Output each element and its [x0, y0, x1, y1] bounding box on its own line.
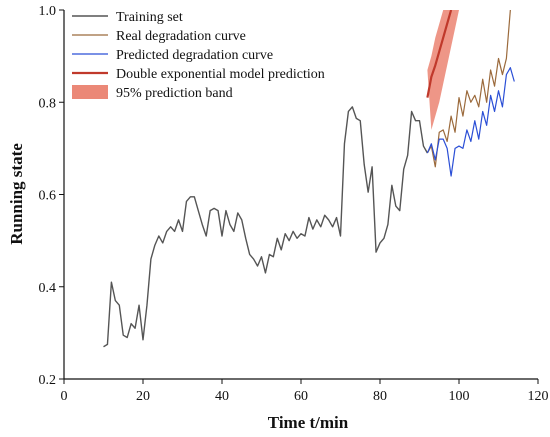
legend-label-double-exponential-model-prediction: Double exponential model prediction	[116, 67, 325, 82]
prediction-band	[427, 10, 459, 130]
x-tick-label: 20	[136, 389, 150, 404]
y-tick-label: 0.2	[39, 373, 57, 388]
x-tick-label: 60	[294, 389, 308, 404]
series-line-predicted-degradation-curve	[426, 67, 515, 177]
series-line-double-exponential-model-prediction	[426, 10, 453, 98]
y-tick-label: 0.6	[39, 189, 57, 204]
legend-label-predicted-degradation-curve: Predicted degradation curve	[116, 48, 273, 63]
x-tick-label: 80	[373, 389, 387, 404]
legend-label-training-set: Training set	[116, 10, 183, 25]
x-tick-label: 100	[449, 389, 470, 404]
y-tick-label: 0.4	[39, 281, 57, 296]
x-tick-label: 40	[215, 389, 229, 404]
y-axis-title: Running state	[7, 143, 26, 245]
y-tick-label: 1.0	[39, 4, 57, 19]
legend-swatch-95-prediction-band	[72, 85, 108, 99]
x-tick-label: 120	[528, 389, 549, 404]
legend: Training set Real degradation curve Predic…	[72, 10, 325, 101]
y-tick-label: 0.8	[39, 96, 57, 111]
legend-label-real-degradation-curve: Real degradation curve	[116, 29, 246, 44]
x-tick-label: 0	[61, 389, 68, 404]
series-line-training-set	[103, 106, 429, 348]
series-line-real-degradation-curve	[426, 10, 511, 168]
legend-label-95-prediction-band: 95% prediction band	[116, 86, 233, 101]
x-axis-title: Time t/min	[268, 413, 349, 432]
